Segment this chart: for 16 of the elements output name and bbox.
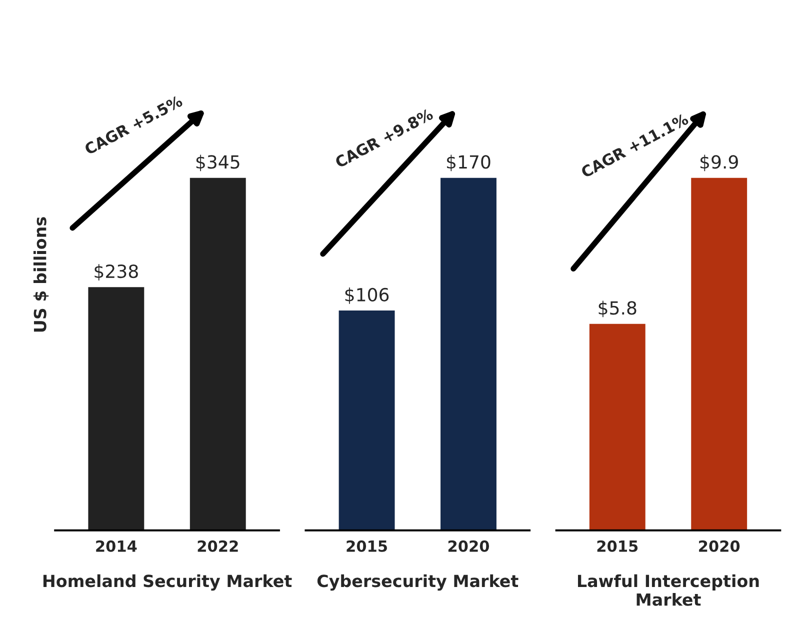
x-tick-label: 2015 <box>597 540 638 552</box>
data-label: $170 <box>447 154 490 172</box>
x-axis-title: Cybersecurity Market <box>317 574 518 591</box>
data-label: $106 <box>345 288 389 304</box>
data-label: $5.8 <box>598 300 636 318</box>
x-tick-label: 2015 <box>346 540 387 552</box>
data-label: $345 <box>196 154 240 172</box>
x-axis-title: Homeland Security Market <box>43 574 292 591</box>
x-tick-label: 2020 <box>448 540 490 552</box>
x-tick-label: 2014 <box>96 540 137 552</box>
data-label: $238 <box>94 264 138 281</box>
x-axis-title: Lawful Interception Market <box>578 574 759 606</box>
x-tick-label: 2022 <box>198 540 238 552</box>
data-label: $9.9 <box>700 154 738 172</box>
y-axis-title: US $ billions <box>33 217 49 332</box>
x-tick-label: 2020 <box>699 540 740 552</box>
